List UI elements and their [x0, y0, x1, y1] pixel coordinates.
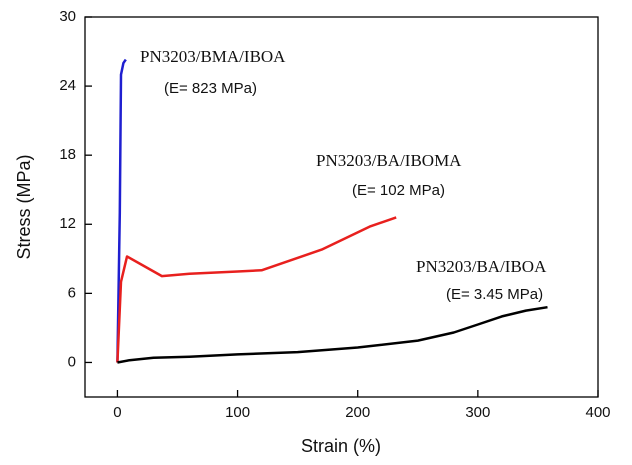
- series-label: PN3203/BA/IBOMA: [316, 151, 462, 170]
- y-tick-label: 6: [68, 284, 76, 301]
- series-label: PN3203/BMA/IBOA: [140, 47, 286, 66]
- y-tick-label: 12: [59, 215, 76, 232]
- series-label: PN3203/BA/IBOA: [416, 257, 547, 276]
- y-tick-label: 0: [68, 353, 76, 370]
- x-tick-label: 300: [465, 404, 490, 421]
- plot-frame: [84, 16, 599, 398]
- y-axis-label: Stress (MPa): [14, 154, 34, 259]
- y-tick-label: 24: [59, 77, 76, 94]
- x-tick-label: 200: [345, 404, 370, 421]
- annotation: (E= 823 MPa): [164, 80, 257, 97]
- annotation: (E= 3.45 MPa): [446, 286, 543, 303]
- line-series: [116, 216, 397, 363]
- annotation: (E= 102 MPa): [352, 182, 445, 199]
- line-series: [117, 305, 548, 364]
- x-tick-label: 0: [113, 404, 121, 421]
- y-tick-label: 18: [59, 146, 76, 163]
- x-tick-label: 400: [585, 404, 610, 421]
- line-series: [116, 58, 127, 363]
- x-axis-label: Strain (%): [301, 436, 381, 456]
- x-tick-label: 100: [225, 404, 250, 421]
- y-tick-label: 30: [59, 8, 76, 25]
